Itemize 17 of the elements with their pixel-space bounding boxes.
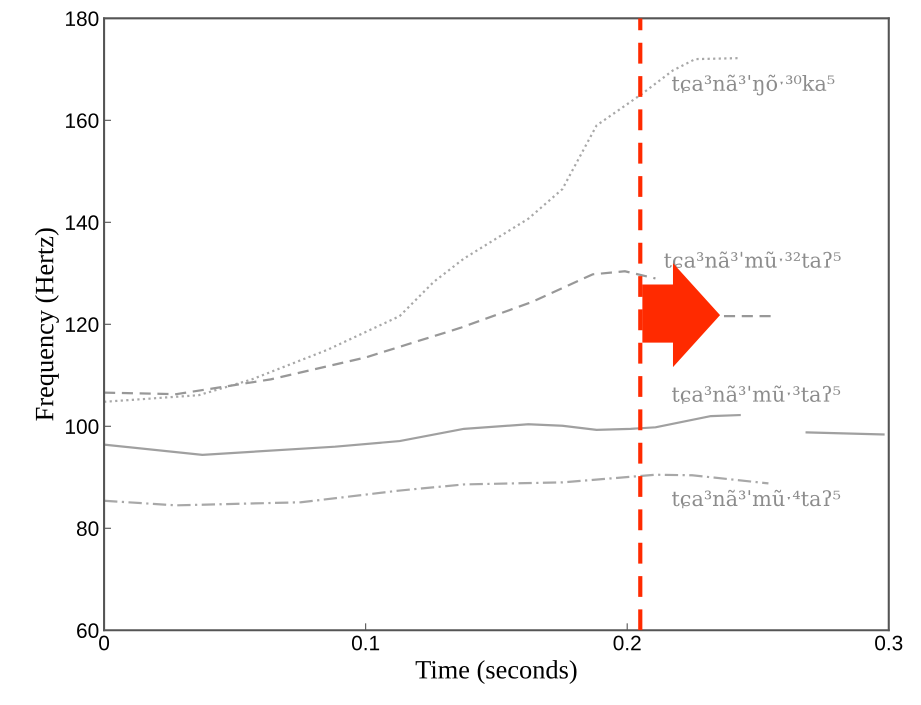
y-tick-label: 180 — [66, 11, 98, 26]
y-tick-label: 160 — [66, 113, 98, 128]
annotation: tɕa³nã³ˈŋõˑ³⁰ka⁵ — [672, 74, 834, 96]
y-axis-title: Frequency (Hertz) — [34, 228, 59, 421]
annotation: tɕa³nã³ˈmũˑ³²taʔ⁵ — [664, 251, 841, 270]
x-axis-title: Time (seconds) — [416, 660, 576, 684]
x-tick-label: 0 — [99, 636, 110, 650]
annotation: tɕa³nã³ˈmũˑ⁴taʔ⁵ — [672, 490, 840, 508]
x-tick-label: 0.1 — [352, 636, 380, 650]
x-tick-label: 0.2 — [614, 636, 641, 650]
y-tick-label: 60 — [77, 623, 98, 638]
x-tick-label: 0.3 — [875, 636, 902, 650]
y-tick-label: 80 — [76, 521, 98, 536]
y-tick-label: 120 — [66, 317, 98, 332]
annotation: tɕa³nã³ˈmũˑ³taʔ⁵ — [672, 385, 840, 404]
y-tick-label: 100 — [66, 419, 98, 434]
y-tick-label: 140 — [66, 215, 98, 230]
